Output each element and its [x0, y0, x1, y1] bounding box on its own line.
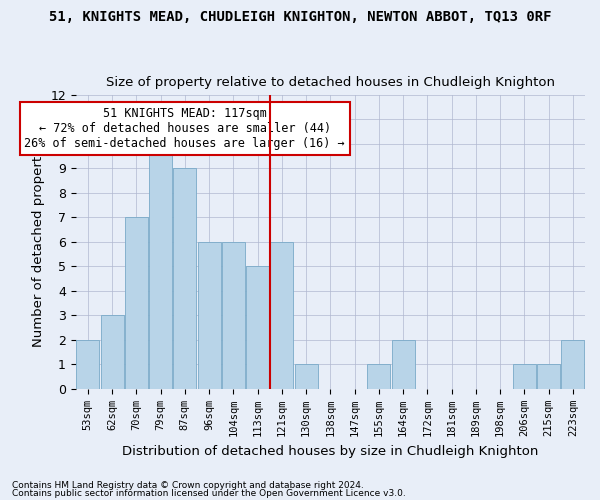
Bar: [537, 364, 560, 389]
Bar: [173, 168, 196, 389]
Text: 51 KNIGHTS MEAD: 117sqm
← 72% of detached houses are smaller (44)
26% of semi-de: 51 KNIGHTS MEAD: 117sqm ← 72% of detache…: [25, 107, 345, 150]
Bar: [513, 364, 536, 389]
Bar: [76, 340, 100, 389]
Bar: [197, 242, 221, 389]
Bar: [295, 364, 317, 389]
Text: 51, KNIGHTS MEAD, CHUDLEIGH KNIGHTON, NEWTON ABBOT, TQ13 0RF: 51, KNIGHTS MEAD, CHUDLEIGH KNIGHTON, NE…: [49, 10, 551, 24]
Bar: [149, 144, 172, 389]
X-axis label: Distribution of detached houses by size in Chudleigh Knighton: Distribution of detached houses by size …: [122, 444, 539, 458]
Text: Contains public sector information licensed under the Open Government Licence v3: Contains public sector information licen…: [12, 488, 406, 498]
Bar: [246, 266, 269, 389]
Y-axis label: Number of detached properties: Number of detached properties: [32, 137, 44, 347]
Bar: [562, 340, 584, 389]
Bar: [101, 316, 124, 389]
Bar: [222, 242, 245, 389]
Bar: [392, 340, 415, 389]
Bar: [125, 218, 148, 389]
Bar: [367, 364, 391, 389]
Bar: [271, 242, 293, 389]
Text: Contains HM Land Registry data © Crown copyright and database right 2024.: Contains HM Land Registry data © Crown c…: [12, 481, 364, 490]
Title: Size of property relative to detached houses in Chudleigh Knighton: Size of property relative to detached ho…: [106, 76, 555, 90]
